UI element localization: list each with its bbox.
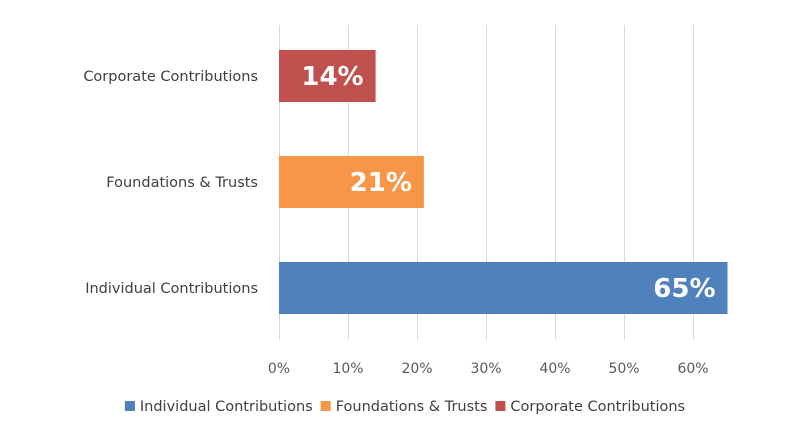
x-tick-label-10: 10% (332, 361, 363, 377)
legend-item-individual-contributions: Individual Contributions (124, 399, 313, 415)
data-label-corporate-contributions: 14% (301, 62, 363, 92)
category-label-individual-contributions: Individual Contributions (85, 281, 258, 297)
x-tick-label-50: 50% (608, 361, 639, 377)
x-tick-label-20: 20% (401, 361, 432, 377)
legend-swatch-foundations-and-trusts (320, 401, 331, 411)
data-label-individual-contributions: 65% (653, 274, 715, 304)
data-label-foundations-and-trusts: 21% (350, 168, 412, 198)
legend-item-corporate-contributions: Corporate Contributions (495, 399, 685, 415)
bar-corporate-contributions (279, 50, 376, 102)
bar-foundations-and-trusts (279, 156, 424, 208)
legend-item-foundations-and-trusts: Foundations & Trusts (320, 399, 488, 415)
legend-label-corporate-contributions: Corporate Contributions (510, 399, 685, 415)
x-tick-label-60: 60% (677, 361, 708, 377)
legend-label-individual-contributions: Individual Contributions (140, 399, 313, 415)
legend-swatch-corporate-contributions (495, 401, 506, 411)
axis-layer: 0% 10% 20% 30% 40% 50% 60% Individual Contribut… (83, 69, 708, 377)
bar-layer (279, 50, 728, 314)
category-label-corporate-contributions: Corporate Contributions (83, 69, 258, 85)
bar-individual-contributions (279, 262, 728, 314)
x-tick-label-30: 30% (470, 361, 501, 377)
x-tick-label-40: 40% (539, 361, 570, 377)
category-label-foundations-and-trusts: Foundations & Trusts (106, 175, 258, 191)
legend-swatch-individual-contributions (124, 401, 135, 411)
label-layer: 65% 21% 14% (301, 62, 715, 304)
x-tick-label-0: 0% (268, 361, 290, 377)
legend-label-foundations-and-trusts: Foundations & Trusts (336, 399, 488, 415)
legend: Individual Contributions Foundations & Tr… (124, 399, 685, 415)
